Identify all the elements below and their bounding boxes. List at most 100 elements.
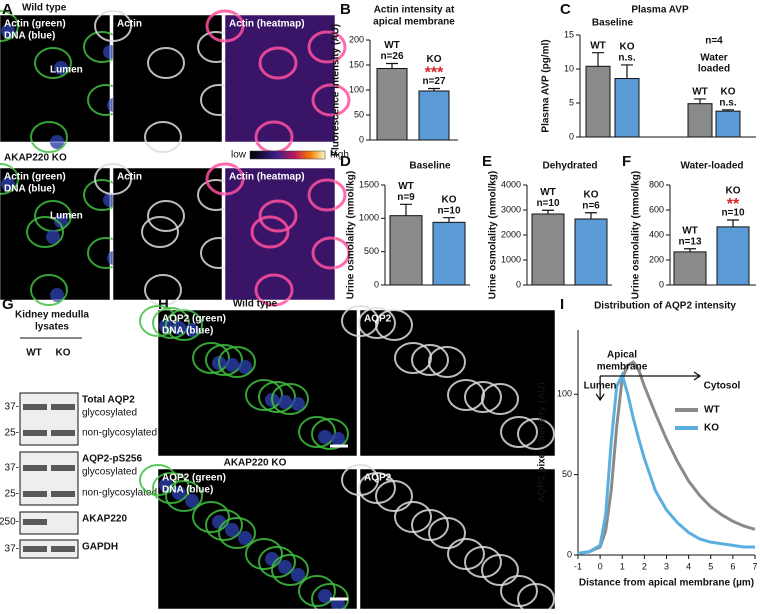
cell-outline — [271, 383, 309, 415]
x-tick-label: 7 — [752, 561, 757, 571]
label: Wild type — [22, 3, 67, 14]
band — [51, 465, 75, 471]
cell-outline — [358, 307, 396, 339]
nucleus — [238, 360, 252, 374]
cell-outline — [428, 517, 466, 549]
nucleus — [54, 61, 68, 75]
band — [51, 546, 75, 552]
x-category-label: WT — [384, 40, 400, 51]
n-label: n=27 — [422, 76, 446, 87]
micrograph — [360, 310, 555, 456]
nucleus — [278, 395, 292, 409]
x-category-label: WT — [682, 225, 698, 236]
frame — [112, 14, 223, 143]
cell-outline — [517, 583, 555, 614]
n-label: n=6 — [582, 200, 600, 211]
nucleus — [318, 430, 332, 444]
x-category-label: WT — [398, 181, 414, 192]
error-bar — [585, 212, 597, 219]
n-label: n=26 — [380, 51, 404, 62]
nucleus — [185, 494, 199, 508]
cell-outline — [205, 509, 243, 541]
label: AKAP220 — [82, 514, 127, 525]
band — [51, 430, 75, 436]
bar — [614, 78, 640, 138]
cell-outline — [447, 379, 485, 411]
y-tick-label: 500 — [364, 246, 379, 256]
y-tick-label: 10 — [564, 63, 574, 73]
y-axis-title: Fluorescence intensity (AU) — [331, 24, 342, 156]
x-category-label: KO — [721, 86, 736, 97]
cell-outline — [147, 47, 185, 79]
band — [23, 546, 47, 552]
cell-outline — [152, 472, 190, 504]
cell-outline — [205, 344, 243, 376]
cell-outline — [30, 121, 68, 153]
label: AQP2 (green) — [162, 314, 226, 325]
label: Kidney medulla — [15, 310, 89, 321]
x-tick-label: 5 — [708, 561, 713, 571]
y-tick-label: 600 — [649, 204, 664, 214]
y-tick-label: 50 — [354, 109, 364, 119]
cell-outline — [258, 199, 298, 233]
x-category-label: WT — [540, 187, 556, 198]
n-label: n=10 — [721, 208, 745, 219]
y-tick-label: 100 — [557, 389, 572, 399]
cell-outline — [34, 47, 72, 79]
cell-outline — [152, 307, 190, 339]
bar — [389, 215, 423, 286]
cell-outline — [311, 236, 351, 270]
cell-outline — [144, 274, 182, 306]
label: AKAP220 KO — [4, 153, 67, 164]
nucleus — [291, 568, 305, 582]
nucleus — [278, 560, 292, 574]
chart-title: Water-loaded — [681, 161, 744, 172]
nucleus — [46, 230, 60, 244]
y-tick-label: 100 — [349, 84, 364, 94]
cell-outline — [311, 418, 349, 450]
label: 25- — [5, 489, 19, 500]
cell-outline — [311, 83, 351, 117]
chart-title: apical membrane — [373, 17, 455, 28]
nucleus — [318, 589, 332, 603]
group-label: Water — [700, 53, 728, 64]
nucleus — [50, 288, 64, 302]
y-tick-label: 800 — [649, 179, 664, 189]
label: B — [340, 1, 351, 18]
label: non-glycosylated — [82, 428, 157, 439]
y-tick-label: 2000 — [501, 229, 521, 239]
cell-outline — [307, 178, 347, 212]
bar — [432, 221, 466, 286]
y-tick-label: 200 — [649, 254, 664, 264]
arrow — [595, 371, 702, 402]
nucleus — [331, 432, 345, 446]
x-tick-label: -1 — [574, 561, 582, 571]
micrograph — [225, 168, 335, 300]
x-tick-label: 2 — [642, 561, 647, 571]
label: KO — [56, 348, 71, 359]
frame — [0, 14, 111, 143]
error-bar — [443, 217, 455, 223]
annotation: membrane — [597, 362, 648, 373]
bar — [376, 68, 408, 141]
band — [51, 491, 75, 497]
cell-outline — [218, 346, 256, 378]
label: high — [330, 150, 349, 161]
label: lysates — [35, 322, 69, 333]
x-category-label: KO — [620, 42, 635, 53]
label: AKAP220 KO — [224, 458, 287, 469]
error-bar — [542, 209, 554, 214]
cell-outline — [254, 273, 294, 307]
cell-outline — [298, 416, 336, 448]
error-bar — [400, 203, 412, 216]
label: DNA (blue) — [4, 31, 55, 42]
nucleus — [291, 397, 305, 411]
cell-outline — [218, 517, 256, 549]
cell-outline — [271, 554, 309, 586]
bar — [716, 226, 750, 286]
cell-outline — [0, 163, 19, 195]
cell-outline — [375, 480, 413, 512]
legend-label: WT — [704, 405, 720, 416]
group-label: loaded — [698, 64, 730, 75]
cell-outline — [26, 216, 64, 248]
